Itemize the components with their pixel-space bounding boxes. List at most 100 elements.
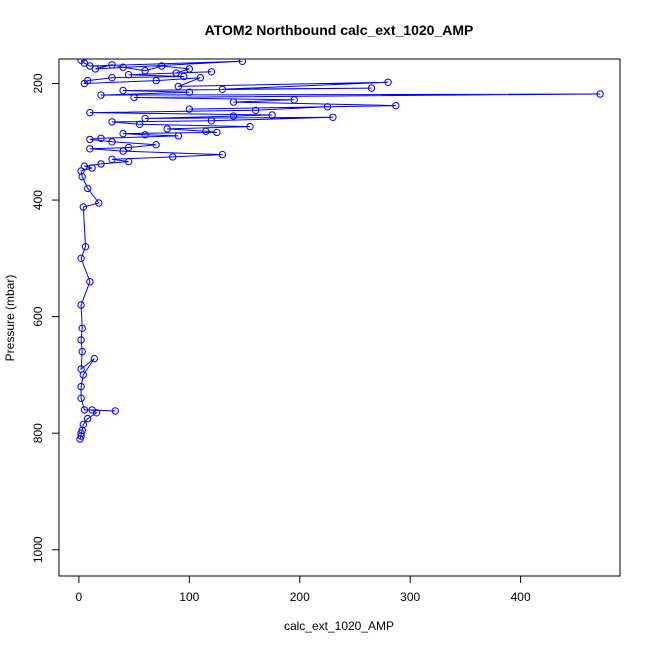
data-point <box>119 129 127 138</box>
data-point <box>91 65 100 73</box>
data-point <box>97 134 105 143</box>
data-point <box>158 62 166 70</box>
data-point <box>384 78 392 87</box>
data-point <box>207 68 216 76</box>
data-point <box>218 85 227 94</box>
data-point <box>88 164 96 172</box>
data-point <box>90 354 99 363</box>
data-point <box>367 84 376 92</box>
data-point <box>152 76 160 85</box>
data-point <box>108 118 116 126</box>
data-point <box>207 117 216 125</box>
data-point <box>141 131 149 139</box>
data-point <box>79 371 88 379</box>
data-point <box>213 128 221 137</box>
data-point <box>119 86 127 95</box>
y-tick-label: 800 <box>31 423 45 443</box>
data-point <box>141 114 149 123</box>
data-point <box>329 113 337 122</box>
y-axis: 200 400 600 800 1000 <box>31 73 60 563</box>
data-point <box>76 435 84 443</box>
x-tick-label: 400 <box>511 590 531 604</box>
y-tick-label: 200 <box>31 73 45 93</box>
data-point <box>290 96 298 104</box>
data-point <box>392 101 400 110</box>
data-point <box>108 155 116 164</box>
data-point <box>163 125 171 133</box>
data-point <box>97 160 105 168</box>
chart-title: ATOM2 Northbound calc_ext_1020_AMP <box>205 22 474 38</box>
x-tick-label: 200 <box>290 590 310 604</box>
x-tick-label: 0 <box>76 590 83 604</box>
data-point <box>86 278 94 286</box>
data-point <box>97 91 105 99</box>
data-point <box>78 173 86 181</box>
data-point <box>246 122 254 131</box>
data-point <box>119 63 127 71</box>
x-tick-label: 100 <box>179 590 199 604</box>
y-tick-label: 400 <box>31 190 45 210</box>
data-point <box>86 108 94 117</box>
data-point <box>135 120 144 129</box>
data-point <box>78 324 86 332</box>
data-point <box>268 111 276 119</box>
series-line <box>79 59 601 440</box>
data-point <box>124 143 133 152</box>
data-point <box>218 150 227 159</box>
data-point <box>323 103 332 111</box>
data-point <box>79 203 88 211</box>
y-tick-label: 600 <box>31 306 45 326</box>
x-tick-label: 300 <box>400 590 420 604</box>
data-point <box>77 301 85 309</box>
data-point <box>80 59 89 67</box>
plot-area <box>76 59 604 443</box>
data-point <box>92 409 101 417</box>
x-axis-label: calc_ext_1020_AMP <box>284 619 394 633</box>
data-point <box>202 127 210 136</box>
data-point <box>77 394 85 402</box>
data-point <box>86 62 94 70</box>
x-axis: 0 100 200 300 400 <box>76 575 531 604</box>
data-point <box>111 407 120 415</box>
data-point <box>185 65 194 73</box>
data-point <box>180 72 188 81</box>
data-point <box>130 93 138 102</box>
data-point <box>80 79 89 88</box>
data-point <box>77 254 85 262</box>
data-point <box>124 71 133 79</box>
data-point <box>251 106 260 115</box>
data-point <box>124 157 133 166</box>
data-point <box>78 347 86 356</box>
data-point <box>86 135 94 144</box>
data-point <box>81 243 90 251</box>
data-point <box>169 153 177 161</box>
data-point <box>95 199 103 207</box>
data-point <box>185 88 194 96</box>
data-point <box>108 61 116 69</box>
data-point <box>77 336 85 344</box>
data-point <box>77 382 85 391</box>
data-point <box>80 406 89 414</box>
data-point <box>108 138 116 146</box>
data-point <box>229 98 238 106</box>
data-point <box>172 69 180 77</box>
y-tick-label: 1000 <box>31 536 45 563</box>
data-point <box>119 147 127 155</box>
data-point <box>141 67 149 75</box>
data-point <box>185 105 194 113</box>
data-point <box>174 132 183 140</box>
data-point <box>196 74 205 82</box>
data-point <box>229 112 238 120</box>
data-point <box>174 82 183 91</box>
y-axis-label: Pressure (mbar) <box>3 275 17 362</box>
data-series-layer <box>76 59 604 443</box>
data-point <box>84 414 92 423</box>
data-point <box>108 74 116 82</box>
data-point <box>152 141 160 149</box>
data-point <box>84 184 92 193</box>
data-point <box>86 145 94 153</box>
data-point <box>596 90 604 98</box>
data-point <box>238 59 246 65</box>
